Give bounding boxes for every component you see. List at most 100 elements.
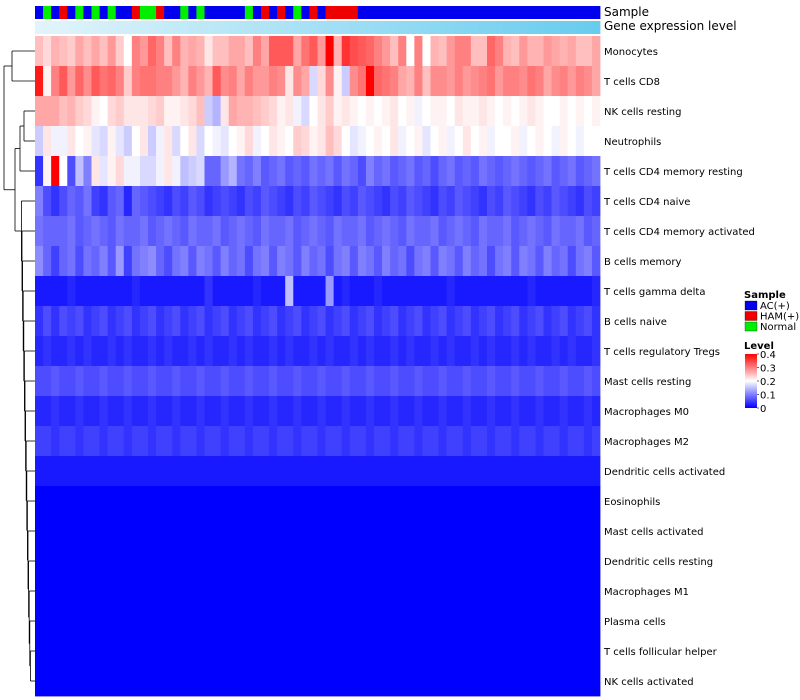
heatmap-cell	[365, 576, 375, 607]
heatmap-cell	[43, 246, 52, 277]
heatmap-cell	[99, 216, 109, 247]
heatmap-cell	[244, 576, 254, 607]
heatmap-cell	[204, 546, 213, 577]
heatmap-cell	[83, 546, 92, 577]
heatmap-cell	[567, 666, 577, 697]
heatmap-cell	[51, 336, 60, 367]
heatmap-cell	[99, 426, 109, 457]
heatmap-cell	[212, 96, 222, 127]
heatmap-cell	[188, 576, 197, 607]
heatmap-cell	[527, 66, 536, 97]
heatmap-cell	[503, 186, 512, 217]
heatmap-cell	[43, 276, 52, 307]
heatmap-cell	[293, 216, 302, 247]
expression-cell	[228, 21, 238, 34]
heatmap-cell	[309, 126, 318, 157]
heatmap-cell	[470, 216, 480, 247]
heatmap-cell	[293, 66, 302, 97]
heatmap-cell	[59, 486, 68, 517]
heatmap-cell	[446, 426, 456, 457]
heatmap-cell	[325, 396, 335, 427]
heatmap-cell	[220, 636, 230, 667]
heatmap-cell	[244, 636, 254, 667]
heatmap-cell	[115, 336, 125, 367]
heatmap-cell	[357, 516, 367, 547]
heatmap-cell	[406, 366, 415, 397]
heatmap-cell	[228, 216, 238, 247]
heatmap-cell	[551, 426, 561, 457]
sample-cell	[188, 6, 197, 19]
row-label: Mast cells activated	[604, 527, 703, 538]
heatmap-cell	[293, 366, 302, 397]
heatmap-cell	[390, 546, 399, 577]
heatmap-cell	[99, 666, 109, 697]
heatmap-cell	[503, 276, 512, 307]
heatmap-cell	[454, 66, 464, 97]
heatmap-cell	[131, 336, 141, 367]
heatmap-cell	[269, 636, 278, 667]
heatmap-cell	[527, 126, 536, 157]
heatmap-cell	[357, 636, 367, 667]
row-dendrogram	[3, 50, 35, 682]
heatmap-cell	[164, 216, 173, 247]
heatmap-cell	[123, 456, 133, 487]
heatmap-cell	[382, 426, 391, 457]
heatmap-cell	[301, 456, 310, 487]
heatmap-cell	[535, 306, 544, 337]
heatmap-cell	[382, 516, 391, 547]
heatmap-cell	[196, 366, 205, 397]
heatmap-cell	[43, 456, 52, 487]
heatmap-cell	[309, 546, 318, 577]
heatmap-cell	[357, 456, 367, 487]
heatmap-cell	[220, 276, 230, 307]
heatmap-cell	[583, 156, 593, 187]
heatmap-cell	[535, 516, 544, 547]
heatmap-cell	[180, 396, 189, 427]
heatmap-cell	[75, 246, 84, 277]
heatmap-cell	[365, 306, 375, 337]
heatmap-cell	[269, 456, 278, 487]
heatmap-cell	[519, 546, 528, 577]
heatmap-cell	[188, 606, 197, 637]
heatmap-cell	[236, 636, 246, 667]
heatmap-cell	[309, 336, 318, 367]
heatmap-cell	[374, 456, 383, 487]
heatmap-cell	[535, 456, 544, 487]
heatmap-cell	[51, 366, 60, 397]
heatmap-cell	[220, 516, 230, 547]
heatmap-cell	[156, 666, 165, 697]
expression-cell	[317, 21, 326, 34]
heatmap-cell	[575, 576, 585, 607]
heatmap-cell	[261, 366, 270, 397]
heatmap-cell	[277, 306, 286, 337]
heatmap-cell	[470, 456, 480, 487]
expression-cell	[462, 21, 472, 34]
heatmap-cell	[139, 366, 149, 397]
heatmap-cell	[398, 576, 407, 607]
heatmap-cell	[123, 606, 133, 637]
heatmap-cell	[398, 96, 407, 127]
heatmap-cell	[107, 306, 117, 337]
heatmap-cell	[236, 186, 246, 217]
heatmap-cell	[317, 456, 326, 487]
heatmap-cell	[559, 336, 569, 367]
sample-cell	[487, 6, 496, 19]
heatmap-cell	[470, 546, 480, 577]
heatmap-cell	[188, 246, 197, 277]
heatmap-cell	[583, 666, 593, 697]
heatmap-cell	[309, 276, 318, 307]
heatmap-cell	[519, 606, 528, 637]
heatmap-cell	[454, 216, 464, 247]
heatmap-cell	[91, 366, 100, 397]
heatmap-cell	[91, 216, 100, 247]
heatmap-cell	[204, 246, 213, 277]
expression-cell	[115, 21, 125, 34]
heatmap-cell	[575, 486, 585, 517]
row-label: Neutrophils	[604, 137, 661, 148]
heatmap-cell	[535, 126, 544, 157]
heatmap-cell	[285, 36, 294, 67]
heatmap-cell	[535, 36, 544, 67]
expression-cell	[212, 21, 222, 34]
expression-cell	[591, 21, 601, 34]
heatmap-cell	[51, 36, 60, 67]
